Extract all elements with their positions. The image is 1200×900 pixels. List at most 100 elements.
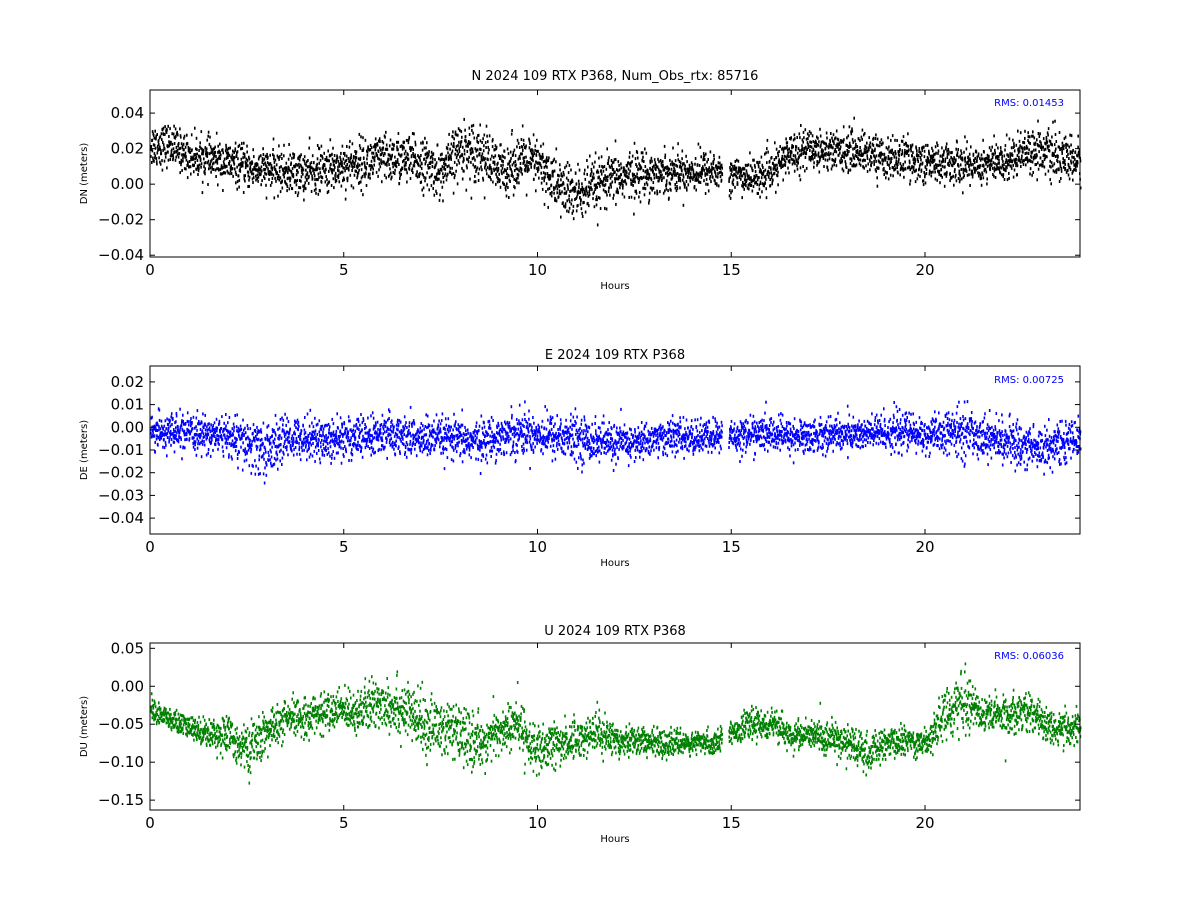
data-point <box>418 155 420 159</box>
data-point <box>734 160 737 163</box>
data-point <box>426 183 429 187</box>
data-point <box>562 170 565 174</box>
chart-title: E 2024 109 RTX P368 <box>545 348 685 363</box>
data-point <box>320 434 323 438</box>
data-point <box>273 441 275 445</box>
data-point <box>476 154 478 158</box>
data-point <box>1043 153 1045 157</box>
data-point <box>160 149 162 153</box>
data-point <box>530 149 532 153</box>
data-point <box>677 142 679 146</box>
data-point <box>921 161 924 165</box>
data-point <box>392 171 395 174</box>
data-point <box>940 168 943 171</box>
data-point <box>1039 132 1041 136</box>
data-point <box>264 171 266 175</box>
data-point <box>167 158 170 162</box>
data-point <box>1000 149 1002 153</box>
data-point <box>467 144 469 148</box>
data-point <box>197 169 200 173</box>
data-point <box>180 163 182 167</box>
data-point <box>387 174 390 178</box>
data-point <box>863 166 865 170</box>
data-point <box>616 168 618 172</box>
data-point <box>366 161 368 165</box>
data-point <box>311 174 313 178</box>
data-point <box>393 172 396 176</box>
data-point <box>899 173 901 177</box>
data-point <box>802 147 804 151</box>
data-point <box>643 193 646 197</box>
data-point <box>169 419 171 423</box>
data-point <box>514 154 517 158</box>
data-point <box>759 182 762 185</box>
data-point <box>152 143 155 147</box>
data-point <box>269 448 272 452</box>
data-point <box>217 150 219 154</box>
data-point <box>265 163 267 167</box>
data-point <box>1019 158 1021 162</box>
data-point <box>211 162 214 166</box>
data-point <box>1074 150 1077 154</box>
data-point <box>367 145 369 149</box>
data-point <box>165 427 168 431</box>
data-point <box>542 171 545 175</box>
data-point <box>256 168 258 172</box>
data-point <box>1047 169 1050 173</box>
data-point <box>259 168 262 172</box>
data-point <box>292 437 295 440</box>
data-point <box>222 166 224 170</box>
data-point <box>708 167 710 171</box>
data-point <box>177 144 180 148</box>
data-point <box>589 186 591 190</box>
data-point <box>1028 140 1030 144</box>
data-point <box>1069 151 1072 155</box>
data-point <box>576 190 579 194</box>
data-point <box>453 176 456 180</box>
data-point <box>879 141 881 144</box>
data-point <box>200 165 202 169</box>
data-point <box>562 182 565 186</box>
data-point <box>528 146 531 150</box>
data-point <box>1013 149 1016 153</box>
data-point <box>518 154 521 158</box>
data-point <box>1078 149 1081 153</box>
data-point <box>705 182 707 186</box>
data-point <box>309 168 311 172</box>
data-point <box>811 155 813 159</box>
data-point <box>591 178 593 182</box>
data-point <box>198 422 200 426</box>
data-point <box>1077 150 1080 154</box>
data-point <box>397 148 399 152</box>
data-point <box>365 167 368 171</box>
data-point <box>688 169 690 173</box>
data-point <box>404 149 407 153</box>
data-point <box>261 160 264 164</box>
data-point <box>391 147 393 151</box>
data-point <box>959 178 961 182</box>
data-point <box>611 164 613 168</box>
data-point <box>525 164 528 168</box>
data-point <box>710 180 712 184</box>
data-point <box>184 438 186 442</box>
data-point <box>273 165 276 169</box>
data-point <box>835 144 837 148</box>
data-point <box>765 196 768 200</box>
data-point <box>932 160 935 163</box>
data-point <box>821 148 823 152</box>
data-point <box>163 133 165 136</box>
data-point <box>674 169 676 173</box>
data-point <box>783 163 785 167</box>
data-point <box>325 168 327 172</box>
data-point <box>288 440 291 444</box>
data-point <box>346 163 348 166</box>
data-point <box>676 187 679 190</box>
data-point <box>943 149 945 153</box>
data-point <box>519 156 521 160</box>
data-point <box>963 150 965 154</box>
data-point <box>411 167 414 171</box>
data-point <box>463 169 465 173</box>
data-point <box>362 147 365 151</box>
data-point <box>837 153 840 157</box>
data-point <box>971 175 974 179</box>
